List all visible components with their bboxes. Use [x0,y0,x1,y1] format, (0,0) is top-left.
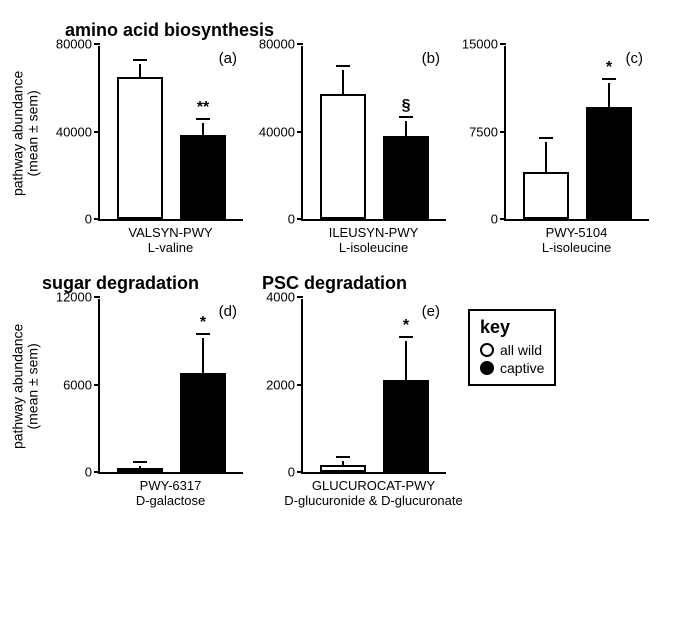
ylabel-line1: pathway abundance(mean ± sem) [10,71,41,196]
errorbar-cap [196,118,210,120]
row-bottom-titles: sugar degradation PSC degradation [10,273,675,299]
errorbar [202,123,204,137]
xlabel-pathway-d: PWY-6317 [98,478,243,493]
bar-wild [320,94,366,219]
panel-d: 0600012000(d)* PWY-6317D-galactose [50,299,245,508]
errorbar-cap [539,137,553,139]
bar-wild [320,465,366,472]
panel-b: 04000080000(b)§ ILEUSYN-PWYL-isoleucine [253,46,448,255]
significance-marker: § [402,97,411,115]
errorbar-cap [196,333,210,335]
ytick-label: 4000 [266,290,303,305]
xlabel-pathway-b: ILEUSYN-PWY [301,225,446,240]
errorbar [202,338,204,374]
ytick-label: 2000 [266,377,303,392]
ylabel-wrap-bottom: pathway abundance(mean ± sem) [10,299,42,474]
errorbar-cap [133,59,147,61]
bar-captive: * [383,380,429,472]
bar-captive: ** [180,135,226,219]
significance-marker: * [200,314,206,332]
ylabel-bottom: pathway abundance(mean ± sem) [11,324,42,449]
errorbar-cap [399,116,413,118]
bar-captive: § [383,136,429,219]
significance-marker: ** [197,99,209,117]
errorbar [139,466,141,470]
ytick-label: 6000 [63,377,100,392]
ylabel-wrap-top: pathway abundance(mean ± sem) [10,46,42,221]
errorbar [405,341,407,383]
figure-root: amino acid biosynthesis pathway abundanc… [10,20,675,508]
significance-marker: * [606,59,612,77]
xlabel-compound-a: L-valine [98,240,243,255]
xlabel-compound-c: L-isoleucine [504,240,649,255]
ytick-label: 40000 [56,124,100,139]
errorbar-cap [399,336,413,338]
legend-row-wild: all wild [480,342,544,358]
ytick-label: 0 [288,465,303,480]
ytick-label: 0 [85,465,100,480]
bar-wild [523,172,569,219]
panel-a: 04000080000(a)** VALSYN-PWYL-valine [50,46,245,255]
bar-wild [117,77,163,219]
legend-box: key all wild captive [468,309,556,386]
legend-label-captive: captive [500,360,544,376]
ytick-label: 0 [288,212,303,227]
legend-title: key [480,317,544,338]
chart-area-d: 0600012000(d)* [98,299,243,474]
chart-area-a: 04000080000(a)** [98,46,243,221]
section-title-amino: amino acid biosynthesis [65,20,675,41]
errorbar [405,121,407,137]
bar-wild [117,468,163,472]
xlabel-pathway-e: GLUCUROCAT-PWY [281,478,466,493]
ytick-label: 0 [491,212,506,227]
xlabel-compound-d: D-galactose [98,493,243,508]
ytick-label: 7500 [469,124,506,139]
legend-row-captive: captive [480,360,544,376]
ylabel-top: pathway abundance(mean ± sem) [11,71,42,196]
xlabel-pathway-c: PWY-5104 [504,225,649,240]
chart-area-c: 0750015000(c)* [504,46,649,221]
errorbar-cap [602,78,616,80]
bar-captive: * [180,373,226,472]
legend-swatch-wild [480,343,494,357]
ytick-label: 40000 [259,124,303,139]
chart-area-b: 04000080000(b)§ [301,46,446,221]
legend-label-wild: all wild [500,342,542,358]
panel-e: 020004000(e)*GLUCUROCAT-PWYD-glucuronide… [253,299,448,508]
errorbar-cap [133,461,147,463]
errorbar [342,461,344,468]
row-bottom: pathway abundance(mean ± sem) 0600012000… [10,299,675,508]
panel-c: 0750015000(c)* PWY-5104L-isoleucine [456,46,651,255]
ytick-label: 0 [85,212,100,227]
errorbar [139,64,141,79]
errorbar-cap [336,456,350,458]
xlabel-compound-e: D-glucuronide & D-glucuronate [256,493,491,508]
ylabel-line1b: pathway abundance(mean ± sem) [10,324,41,449]
ytick-label: 80000 [56,37,100,52]
bar-captive: * [586,107,632,219]
legend-swatch-captive [480,361,494,375]
errorbar [608,83,610,109]
chart-area-e: 020004000(e)* [301,299,446,474]
ytick-label: 80000 [259,37,303,52]
ytick-label: 12000 [56,290,100,305]
ytick-label: 15000 [462,37,506,52]
errorbar-cap [336,65,350,67]
xlabel-compound-b: L-isoleucine [301,240,446,255]
errorbar [545,142,547,175]
errorbar [342,70,344,96]
xlabel-pathway-a: VALSYN-PWY [98,225,243,240]
significance-marker: * [403,317,409,335]
row-top: pathway abundance(mean ± sem) 0400008000… [10,46,675,255]
